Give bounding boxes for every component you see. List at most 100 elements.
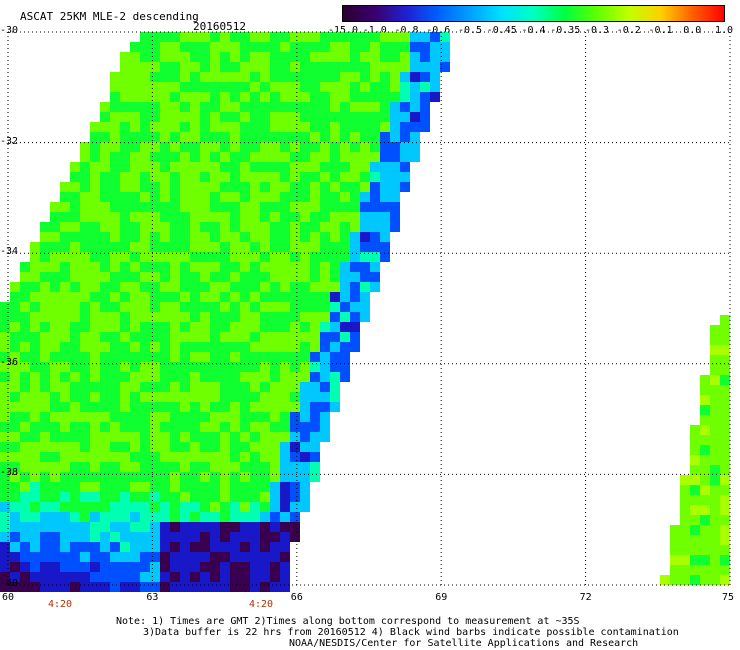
swath-cell bbox=[220, 322, 230, 332]
swath-cell bbox=[380, 172, 390, 182]
swath-cell bbox=[110, 362, 120, 372]
swath-cell bbox=[170, 192, 180, 202]
swath-cell bbox=[40, 342, 50, 352]
swath-cell bbox=[290, 152, 300, 162]
swath-cell bbox=[360, 312, 370, 322]
swath-cell bbox=[290, 342, 300, 352]
swath-cell bbox=[70, 442, 80, 452]
swath-cell bbox=[350, 32, 360, 42]
swath-cell bbox=[250, 462, 260, 472]
swath-cell bbox=[160, 192, 170, 202]
swath-cell bbox=[160, 422, 170, 432]
swath-cell bbox=[240, 212, 250, 222]
swath-cell bbox=[370, 212, 380, 222]
swath-cell bbox=[410, 152, 420, 162]
swath-cell bbox=[430, 62, 440, 72]
swath-cell bbox=[210, 402, 220, 412]
swath-cell bbox=[710, 415, 720, 425]
swath-cell bbox=[210, 412, 220, 422]
swath-cell bbox=[210, 192, 220, 202]
swath-cell bbox=[260, 192, 270, 202]
swath-cell bbox=[100, 302, 110, 312]
swath-cell bbox=[140, 402, 150, 412]
swath-cell bbox=[220, 142, 230, 152]
swath-cell bbox=[200, 112, 210, 122]
swath-cell bbox=[10, 542, 20, 552]
swath-cell bbox=[150, 52, 160, 62]
swath-cell bbox=[270, 62, 280, 72]
swath-cell bbox=[170, 542, 180, 552]
lon-tick-label: 69 bbox=[435, 592, 448, 603]
swath-cell bbox=[390, 102, 400, 112]
swath-cell bbox=[370, 102, 380, 112]
swath-cell bbox=[120, 332, 130, 342]
swath-cell bbox=[80, 302, 90, 312]
swath-cell bbox=[690, 425, 700, 435]
swath-cell bbox=[190, 92, 200, 102]
swath-cell bbox=[250, 252, 260, 262]
swath-cell bbox=[330, 142, 340, 152]
swath-cell bbox=[250, 302, 260, 312]
swath-cell bbox=[330, 102, 340, 112]
swath-cell bbox=[290, 212, 300, 222]
swath-cell bbox=[250, 392, 260, 402]
swath-cell bbox=[350, 52, 360, 62]
swath-cell bbox=[60, 332, 70, 342]
swath-cell bbox=[150, 32, 160, 42]
swath-cell bbox=[710, 485, 720, 495]
swath-cell bbox=[350, 42, 360, 52]
swath-cell bbox=[200, 522, 210, 532]
swath-cell bbox=[60, 362, 70, 372]
lat-tick-label: -30 bbox=[0, 25, 19, 36]
swath-cell bbox=[210, 162, 220, 172]
swath-cell bbox=[140, 312, 150, 322]
swath-cell bbox=[190, 512, 200, 522]
swath-cell bbox=[130, 452, 140, 462]
swath-cell bbox=[200, 382, 210, 392]
swath-cell bbox=[110, 442, 120, 452]
swath-cell bbox=[290, 62, 300, 72]
swath-cell bbox=[40, 282, 50, 292]
swath-cell bbox=[190, 132, 200, 142]
swath-cell bbox=[210, 182, 220, 192]
swath-cell bbox=[200, 412, 210, 422]
swath-cell bbox=[80, 482, 90, 492]
swath-cell bbox=[250, 82, 260, 92]
swath-cell bbox=[700, 515, 710, 525]
swath-cell bbox=[150, 402, 160, 412]
swath-cell bbox=[230, 532, 240, 542]
swath-cell bbox=[250, 512, 260, 522]
swath-cell bbox=[190, 112, 200, 122]
swath-cell bbox=[290, 402, 300, 412]
swath-cell bbox=[340, 192, 350, 202]
swath-cell bbox=[280, 52, 290, 62]
swath-cell bbox=[10, 442, 20, 452]
swath-cell bbox=[50, 552, 60, 562]
swath-cell bbox=[240, 352, 250, 362]
swath-cell bbox=[50, 312, 60, 322]
swath-cell bbox=[140, 112, 150, 122]
swath-cell bbox=[170, 182, 180, 192]
swath-cell bbox=[710, 435, 720, 445]
swath-cell bbox=[270, 532, 280, 542]
swath-cell bbox=[300, 242, 310, 252]
swath-cell bbox=[210, 352, 220, 362]
swath-cell bbox=[60, 502, 70, 512]
swath-cell bbox=[20, 412, 30, 422]
swath-cell bbox=[10, 372, 20, 382]
swath-cell bbox=[0, 322, 10, 332]
swath-cell bbox=[190, 182, 200, 192]
swath-cell bbox=[70, 372, 80, 382]
swath-cell bbox=[170, 92, 180, 102]
swath-cell bbox=[710, 465, 720, 475]
swath-cell bbox=[110, 212, 120, 222]
swath-cell bbox=[10, 472, 20, 482]
swath-cell bbox=[110, 72, 120, 82]
swath-cell bbox=[60, 402, 70, 412]
swath-cell bbox=[140, 452, 150, 462]
swath-cell bbox=[110, 132, 120, 142]
swath-cell bbox=[290, 462, 300, 472]
swath-cell bbox=[150, 572, 160, 582]
swath-cell bbox=[120, 172, 130, 182]
swath-cell bbox=[50, 252, 60, 262]
